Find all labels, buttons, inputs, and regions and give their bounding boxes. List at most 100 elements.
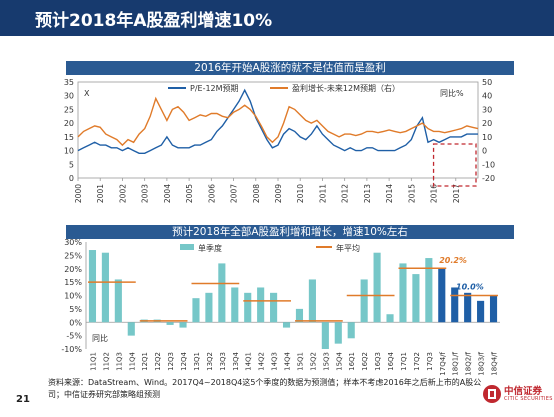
chart2-y-tick: 25% [64, 251, 82, 260]
legend2-bar-label: 单季度 [198, 243, 222, 253]
chart2-y-tick: 5% [69, 305, 82, 314]
quarter-bar [127, 322, 135, 336]
legend1-pe-label: P/E-12M预期 [190, 83, 239, 93]
chart2-x-tick: 11Q2 [102, 352, 110, 371]
chart2-x-tick: 11Q4 [128, 351, 136, 370]
chart2-x-tick: 18Q3/f [478, 351, 486, 375]
citic-logo: 中信证券 CITIC SECURITIES [482, 381, 552, 407]
chart1-x-tick: 2013 [363, 184, 372, 203]
chart2-x-tick: 15Q3 [322, 352, 330, 371]
chart1-x-tick: 2000 [74, 184, 83, 203]
chart1-title: 2016年开始A股涨的就不是估值而是盈利 [66, 61, 514, 75]
chart1-x-tick: 2007 [230, 184, 239, 203]
page-number: 21 [16, 394, 30, 405]
chart2-y-tick: 20% [64, 265, 82, 274]
logo-text: 中信证券 [504, 386, 543, 397]
chart2-x-tick: 13Q4 [232, 351, 240, 370]
chart2-x-tick: 13Q3 [219, 352, 227, 371]
quarter-bar [386, 314, 394, 323]
chart1-left-tick: 0 [69, 174, 74, 183]
chart2-x-tick: 12Q3 [167, 352, 175, 371]
citic-logo-icon [483, 385, 501, 403]
quarter-bar [101, 252, 109, 323]
page-title: 预计2018年A股盈利增速10% [35, 11, 273, 31]
chart1-right-tick: 40 [482, 92, 492, 101]
chart1-x-tick: 2003 [141, 184, 150, 203]
chart2-x-tick: 18Q4/f [491, 351, 499, 375]
chart2-y-tick: 30% [64, 238, 82, 247]
chart1-x-tick: 2001 [96, 184, 105, 203]
chart1-right-tick: 50 [482, 78, 492, 87]
chart1-left-tick: 30 [64, 92, 74, 101]
quarter-bar [308, 279, 316, 323]
quarter-bar [218, 263, 226, 323]
growth-series-line [77, 96, 479, 147]
quarter-bar [477, 300, 485, 323]
chart2-y-label: 同比 [92, 333, 108, 343]
chart1-x-tick: 2002 [118, 184, 127, 203]
chart1-right-tick: 30 [482, 105, 492, 114]
chart1-right-tick: -20 [482, 174, 495, 183]
quarter-bar [282, 322, 291, 328]
quarter-bar [412, 274, 420, 323]
quarter-bar [373, 252, 381, 323]
chart2-x-tick: 17Q1 [400, 352, 408, 371]
chart1-left-tick: 20 [64, 119, 74, 128]
chart1-right-tick: 20 [482, 119, 492, 128]
chart1-x-tick: 2011 [318, 184, 327, 203]
footer-source: 资料来源：DataStream、Wind。2017Q4~2018Q4这5个季度的… [48, 378, 482, 399]
chart1-x-tick: 2017 [452, 184, 461, 203]
chart2-x-tick: 16Q3 [374, 352, 382, 371]
chart1-x-tick: 2004 [163, 184, 172, 203]
chart2-x-tick: 12Q1 [141, 352, 149, 371]
logo-sub: CITIC SECURITIES [504, 396, 553, 402]
chart2-y-tick: -5% [66, 332, 82, 341]
chart2-x-tick: 15Q4 [335, 351, 343, 370]
chart1-x-tick: 2008 [252, 184, 261, 203]
quarter-bar [205, 292, 213, 323]
chart2-x-tick: 17Q2 [413, 352, 421, 371]
chart2-x-tick: 13Q2 [206, 352, 214, 371]
chart2-x-tick: 17Q4/f [439, 351, 447, 375]
chart2-x-tick: 16Q2 [361, 352, 369, 371]
quarter-bar [399, 263, 407, 323]
chart1-left-tick: 10 [64, 147, 74, 156]
chart1-x-tick: 2012 [341, 184, 350, 203]
chart1-right-tick: 0 [482, 147, 487, 156]
quarter-bar [231, 287, 239, 323]
quarter-bar [244, 292, 252, 323]
quarter-bar [179, 322, 187, 328]
quarter-bar [347, 322, 355, 339]
chart1-plot-frame [77, 81, 479, 179]
chart2-x-tick: 18Q2/f [465, 351, 473, 375]
highlight-box [432, 143, 477, 187]
chart1-left-axis-label: X [84, 89, 90, 98]
chart2-y-tick: 15% [64, 278, 82, 287]
quarter-bar [489, 295, 498, 323]
quarter-bar [321, 322, 329, 349]
chart1-x-tick: 2005 [185, 184, 194, 203]
quarter-bar [451, 287, 459, 323]
chart1-x-tick: 2009 [274, 184, 283, 203]
chart1-right-tick: -10 [482, 160, 495, 169]
chart2-x-tick: 12Q4 [180, 351, 188, 370]
chart1-x-tick: 2016 [430, 184, 439, 203]
quarter-bar [425, 258, 433, 323]
chart2-x-tick: 14Q2 [258, 352, 266, 371]
quarter-bar [192, 298, 200, 323]
chart1-x-tick: 2006 [207, 184, 216, 203]
chart2-x-tick: 15Q2 [309, 352, 317, 371]
pe-series-line [77, 88, 478, 155]
chart1-left-tick: 15 [64, 133, 74, 142]
annotation-2017: 20.2% [439, 256, 467, 265]
legend2-bar-swatch [180, 244, 194, 250]
quarter-bar [438, 268, 446, 323]
quarter-bar [166, 322, 174, 325]
quarter-bar [295, 308, 304, 323]
chart2-x-tick: 13Q1 [193, 352, 201, 371]
legend2-avg-label: 年平均 [336, 243, 360, 253]
annotation-2018: 10.0% [456, 283, 484, 292]
quarter-bar [257, 287, 265, 323]
chart1-left-tick: 5 [69, 160, 74, 169]
